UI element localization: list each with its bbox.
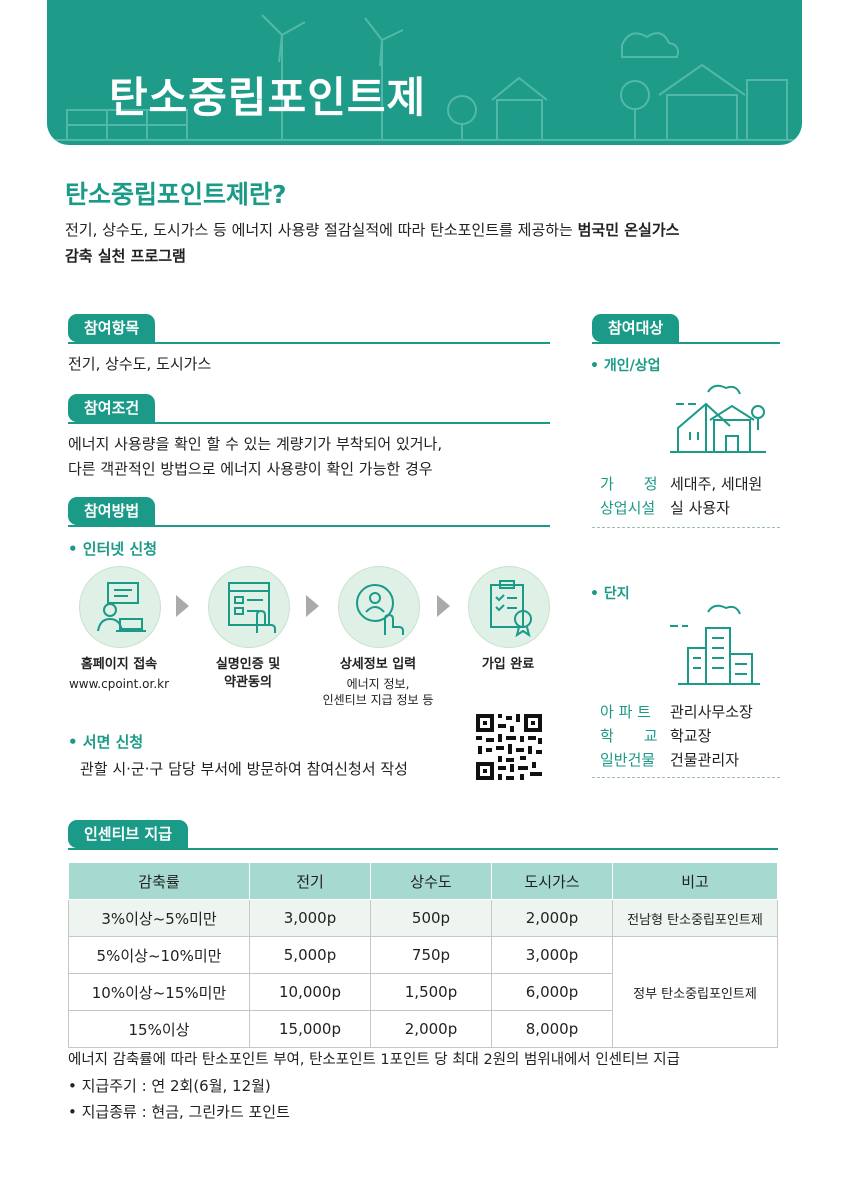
table-cell: 3,000p: [249, 899, 371, 937]
table-cell: 5%이상~10%미만: [68, 936, 250, 974]
table-cell: 5,000p: [249, 936, 371, 974]
table-cell: 500p: [370, 899, 492, 937]
col-header: 감축률: [68, 862, 250, 900]
incentive-foot-2: • 지급주기 : 연 2회(6월, 12월): [68, 1077, 271, 1095]
table-cell: 10%이상~15%미만: [68, 973, 250, 1011]
table-cell: 10,000p: [249, 973, 371, 1011]
items-rule: [68, 342, 550, 344]
intro-text-plain: 전기, 상수도, 도시가스 등 에너지 사용량 절감실적에 따라 탄소포인트를 …: [65, 221, 578, 239]
table-cell: 15,000p: [249, 1010, 371, 1048]
step-2-label: 실명인증 및 약관동의: [215, 657, 281, 690]
certificate-icon: [490, 580, 532, 638]
complex-row-2-key: 학 교: [600, 727, 658, 745]
items-tag: 참여항목: [68, 314, 156, 342]
table-header-row: 감축률 전기 상수도 도시가스 비고: [68, 862, 778, 900]
computer-user-icon: [97, 582, 146, 632]
table-cell: 3,000p: [491, 936, 613, 974]
user-search-icon: [356, 584, 404, 635]
table-row: 3%이상~5%미만 3,000p 500p 2,000p 전남형 탄소중립포인트…: [68, 899, 778, 937]
table-row: 5%이상~10%미만 5,000p 750p 3,000p 정부 탄소중립포인트…: [68, 936, 778, 1048]
step-1-url: www.cpoint.or.kr: [68, 677, 170, 691]
incentive-foot-3: • 지급종류 : 현금, 그린카드 포인트: [68, 1103, 290, 1121]
offline-apply-text: 관할 시·군·구 담당 부서에 방문하여 참여신청서 작성: [80, 760, 408, 778]
complex-row-2-value: 학교장: [670, 727, 712, 745]
complex-row-1: 아 파 트 관리사무소장: [600, 700, 753, 724]
step-arrow-1: [176, 595, 189, 617]
conditions-line2: 다른 객관적인 방법으로 에너지 사용량이 확인 가능한 경우: [68, 460, 433, 478]
qr-code[interactable]: [474, 712, 544, 782]
step-4-circle: [468, 566, 550, 648]
note-cell: 전남형 탄소중립포인트제: [612, 899, 778, 937]
conditions-line1: 에너지 사용량을 확인 할 수 있는 계량기가 부착되어 있거나,: [68, 435, 443, 453]
incentive-foot-1: 에너지 감축률에 따라 탄소포인트 부여, 탄소포인트 1포인트 당 최대 2원…: [68, 1052, 680, 1068]
form-touch-icon: [228, 582, 276, 633]
conditions-tag: 참여조건: [68, 394, 156, 422]
individual-row-1: 가 정 세대주, 세대원: [600, 472, 762, 496]
banner-title: 탄소중립포인트제: [109, 73, 427, 122]
step-arrow-2: [306, 595, 319, 617]
city-skyline-illustration: [47, 14, 802, 141]
intro-text-bold-b: 감축 실천 프로그램: [65, 247, 186, 265]
col-header: 전기: [249, 862, 371, 900]
step-4-label: 가입 완료: [481, 657, 535, 672]
step-arrow-3: [437, 595, 450, 617]
table-cell: 1,500p: [370, 973, 492, 1011]
step-1-label: 홈페이지 접속: [80, 657, 158, 672]
table-cell: 8,000p: [491, 1010, 613, 1048]
house-icon: [670, 380, 770, 460]
table-cell: 2,000p: [491, 899, 613, 937]
complex-row-3: 일반건물 건물관리자: [600, 748, 739, 772]
items-text: 전기, 상수도, 도시가스: [68, 355, 212, 373]
step-3-sub: 에너지 정보, 인센티브 지급 정보 등: [322, 677, 434, 707]
intro-heading: 탄소중립포인트제란?: [65, 180, 287, 209]
qr-code-icon: [474, 712, 544, 782]
table-cell: 6,000p: [491, 973, 613, 1011]
complex-row-1-value: 관리사무소장: [670, 703, 753, 721]
step-3-label: 상세정보 입력: [339, 657, 417, 672]
target-rule: [592, 342, 780, 344]
col-header: 상수도: [370, 862, 492, 900]
table-cell: 3%이상~5%미만: [68, 899, 250, 937]
intro-text-bold-a: 범국민 온실가스: [577, 221, 680, 239]
method-rule: [68, 525, 550, 527]
table-cell: 2,000p: [370, 1010, 492, 1048]
method-tag: 참여방법: [68, 497, 156, 525]
complex-row-3-key: 일반건물: [600, 751, 656, 769]
individual-row-1-key: 가 정: [600, 475, 658, 493]
individual-row-1-value: 세대주, 세대원: [670, 475, 763, 493]
individual-divider: [592, 527, 780, 528]
individual-row-2-key: 상업시설: [600, 499, 656, 517]
online-apply-label: • 인터넷 신청: [68, 540, 158, 558]
complex-row-2: 학 교 학교장: [600, 724, 711, 748]
table-cell: 750p: [370, 936, 492, 974]
incentive-table: 감축률 전기 상수도 도시가스 비고 3%이상~5%미만 3,000p 500p…: [68, 862, 778, 1048]
table-row: 10%이상~15%미만 10,000p 1,500p 6,000p: [68, 973, 778, 1011]
table-cell: 15%이상: [68, 1010, 250, 1048]
step-1-circle: [79, 566, 161, 648]
conditions-rule: [68, 422, 550, 424]
individual-row-2: 상업시설 실 사용자: [600, 496, 730, 520]
apartment-icon: [668, 598, 768, 688]
note-cell: 정부 탄소중립포인트제: [612, 936, 778, 1048]
col-header: 비고: [612, 862, 778, 900]
intro-text: 전기, 상수도, 도시가스 등 에너지 사용량 절감실적에 따라 탄소포인트를 …: [65, 217, 785, 269]
target-tag: 참여대상: [592, 314, 680, 342]
step-3-circle: [338, 566, 420, 648]
complex-row-1-key: 아 파 트: [600, 703, 651, 721]
col-header: 도시가스: [491, 862, 613, 900]
complex-row-3-value: 건물관리자: [670, 751, 740, 769]
step-2-circle: [208, 566, 290, 648]
individual-title: • 개인/상업: [590, 358, 661, 374]
header-banner: 탄소중립포인트제: [47, 0, 802, 145]
incentive-tag: 인센티브 지급: [68, 820, 189, 848]
individual-row-2-value: 실 사용자: [670, 499, 730, 517]
complex-divider: [592, 777, 780, 778]
table-row: 15%이상 15,000p 2,000p 8,000p: [68, 1010, 778, 1048]
incentive-rule: [68, 848, 778, 850]
offline-apply-label: • 서면 신청: [68, 733, 144, 751]
complex-title: • 단지: [590, 586, 630, 602]
